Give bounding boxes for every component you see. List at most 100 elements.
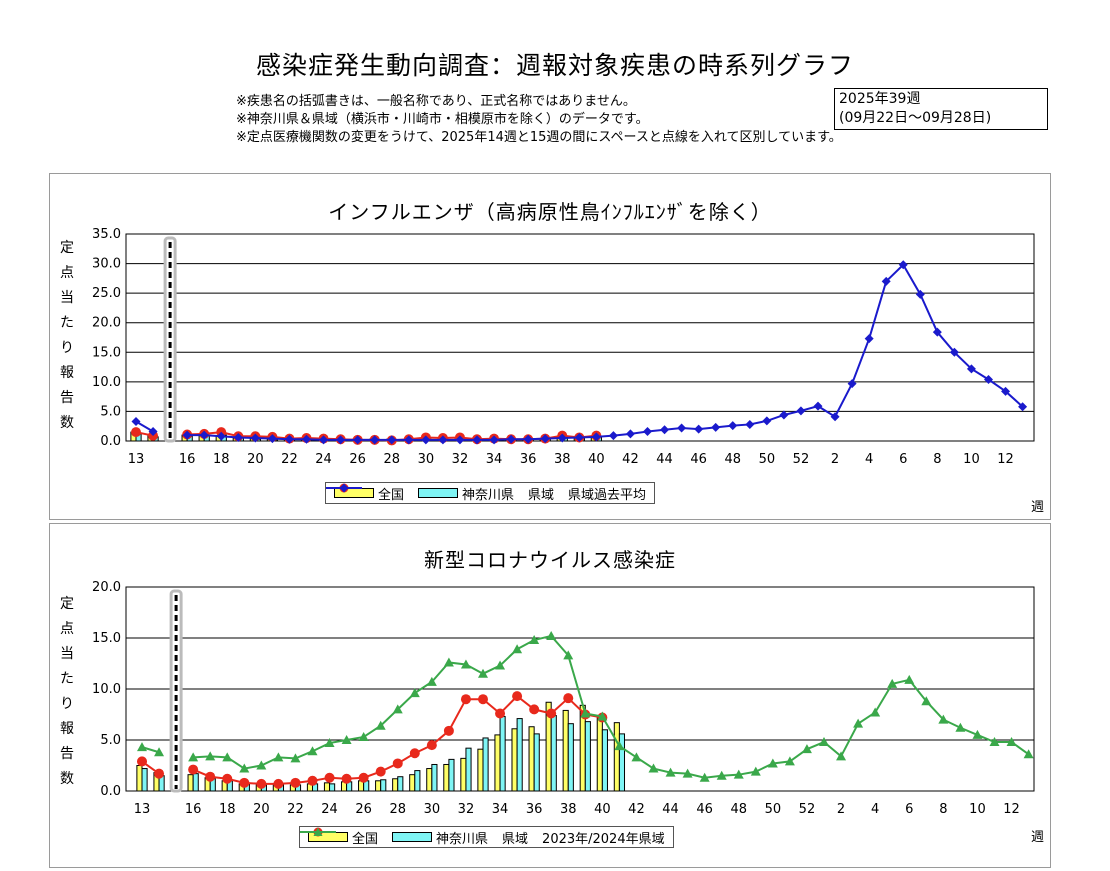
- bar: [443, 763, 450, 792]
- x-tick-label: 38: [554, 452, 571, 467]
- data-point: [972, 729, 983, 739]
- data-point: [154, 747, 165, 757]
- bar: [426, 768, 433, 792]
- covid-chart-panel: 新型コロナウイルス感染症 0.0 5.0 10.0 15.0 20.0 13 16 18 20 2…: [49, 523, 1051, 868]
- x-tick-label: 50: [765, 802, 782, 817]
- data-point: [784, 756, 795, 766]
- bar: [618, 733, 626, 792]
- data-point: [677, 423, 687, 433]
- bar: [380, 779, 387, 792]
- data-point: [216, 431, 226, 441]
- x-tick-label: 4: [871, 802, 879, 817]
- legend-item: 県域: [300, 827, 528, 847]
- x-tick-label: 52: [793, 452, 810, 467]
- legend-swatch-triangle-line: [300, 827, 336, 836]
- x-tick-label: 50: [759, 452, 776, 467]
- x-tick-label: 36: [526, 802, 543, 817]
- data-point: [336, 435, 346, 445]
- x-tick-label: 48: [730, 802, 747, 817]
- bar: [448, 758, 455, 792]
- data-point: [711, 422, 721, 432]
- bar: [329, 783, 336, 792]
- data-point: [699, 772, 710, 782]
- x-tick-label: 18: [213, 452, 230, 467]
- x-tick-label: 12: [997, 452, 1014, 467]
- data-point: [847, 379, 857, 389]
- data-point: [443, 657, 454, 667]
- data-point: [523, 434, 533, 444]
- legend-item: 県域過去平均: [326, 483, 646, 503]
- data-point: [796, 406, 806, 416]
- y-tick-label: 5.0: [100, 733, 121, 748]
- bar: [596, 717, 603, 792]
- data-point: [273, 752, 284, 762]
- y-axis-label: 定点当たり報告数: [60, 240, 74, 431]
- legend-label: 全国: [352, 831, 379, 847]
- data-point: [222, 752, 233, 762]
- data-point: [546, 708, 557, 719]
- legend-item: 県域: [326, 483, 554, 503]
- x-axis-unit: 週: [1030, 500, 1044, 515]
- x-tick-label: 8: [933, 452, 941, 467]
- legend-swatch-diamond-line: [326, 483, 362, 493]
- y-tick-label: 20.0: [92, 316, 121, 331]
- data-point: [887, 678, 898, 688]
- y-tick-label: 15.0: [92, 345, 121, 360]
- data-point: [648, 763, 659, 773]
- x-tick-label: 36: [520, 452, 537, 467]
- x-tick-label: 40: [588, 452, 605, 467]
- data-point: [421, 435, 431, 445]
- x-tick-label: 26: [355, 802, 372, 817]
- chart-legend: 全国 神奈川県 県域 県域過去平均: [325, 482, 656, 504]
- data-point: [495, 708, 506, 719]
- data-point: [438, 435, 448, 445]
- legend-item: 神奈川県: [418, 484, 514, 503]
- bar: [584, 721, 591, 792]
- bar: [375, 780, 382, 792]
- legend-label: 全国: [378, 487, 405, 503]
- data-point: [478, 668, 488, 678]
- data-point: [574, 432, 584, 442]
- data-point: [443, 725, 454, 736]
- data-point: [409, 688, 420, 698]
- x-tick-label: 28: [383, 452, 400, 467]
- x-tick-label: 46: [696, 802, 713, 817]
- data-point: [392, 704, 403, 714]
- data-point: [182, 430, 192, 440]
- data-point: [341, 773, 352, 784]
- x-tick-label: 20: [247, 452, 264, 467]
- bar: [613, 722, 620, 792]
- x-tick-label: 24: [321, 802, 338, 817]
- data-point: [460, 659, 471, 669]
- data-point: [375, 720, 386, 730]
- data-point: [256, 778, 267, 789]
- x-tick-label: 30: [424, 802, 441, 817]
- data-point: [779, 410, 789, 420]
- legend-swatch-bar: [418, 488, 459, 498]
- legend-item: 2023年/2024年県域: [300, 827, 665, 847]
- data-point: [472, 435, 482, 445]
- data-point: [426, 740, 437, 751]
- x-tick-label: 13: [128, 452, 145, 467]
- report-date-range: (09月22日～09月28日): [839, 110, 992, 126]
- data-point: [563, 650, 574, 660]
- data-point: [682, 768, 693, 778]
- data-point: [1023, 749, 1034, 759]
- data-point: [767, 758, 778, 768]
- bar: [550, 715, 557, 792]
- data-point: [267, 434, 277, 444]
- data-point: [966, 364, 976, 374]
- data-point: [563, 693, 574, 704]
- data-point: [353, 435, 363, 445]
- data-point: [540, 434, 550, 444]
- bar: [392, 778, 399, 792]
- x-tick-label: 6: [899, 452, 907, 467]
- data-point: [205, 751, 216, 761]
- x-tick-label: 22: [287, 802, 304, 817]
- chart-title: インフルエンザ（高病原性鳥ｲﾝﾌﾙｴﾝｻﾞを除く）: [328, 200, 772, 224]
- x-tick-label: 40: [594, 802, 611, 817]
- influenza-chart-panel: インフルエンザ（高病原性鳥ｲﾝﾌﾙｴﾝｻﾞを除く） 0.0 5.0 10.0 15.0…: [49, 173, 1051, 520]
- legend-label: 2023年/2024年県域: [542, 831, 665, 847]
- data-point: [557, 433, 567, 443]
- data-point: [131, 416, 141, 426]
